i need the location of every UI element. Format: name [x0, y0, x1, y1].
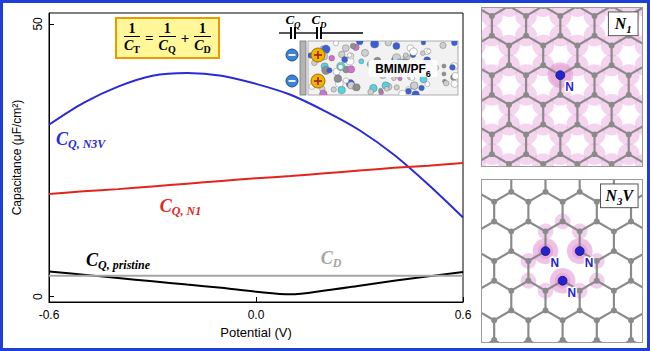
svg-text:N: N: [585, 256, 594, 270]
svg-text:C: C: [86, 250, 98, 270]
svg-text:N: N: [550, 256, 559, 270]
html-text:1: 1: [163, 21, 171, 36]
svg-text:Q, N1: Q, N1: [172, 204, 201, 218]
svg-text:N1: N1: [614, 15, 632, 35]
svg-text:CD: CD: [311, 12, 327, 30]
html-text:CQ: CQ: [158, 38, 176, 56]
svg-text:Potential (V): Potential (V): [220, 325, 292, 340]
svg-text:N: N: [568, 286, 577, 300]
svg-text:0.0: 0.0: [248, 308, 265, 322]
html-text:CD: CD: [194, 38, 211, 56]
svg-text:CQ: CQ: [285, 12, 301, 30]
svg-text:Q, N3V: Q, N3V: [68, 137, 106, 151]
svg-text:N: N: [565, 80, 574, 94]
svg-text:C: C: [56, 128, 68, 149]
svg-text:C: C: [320, 247, 333, 268]
svg-text:Q, pristine: Q, pristine: [98, 258, 151, 272]
svg-text:C: C: [159, 196, 172, 217]
html-text:1: 1: [199, 21, 206, 36]
svg-text:0.6: 0.6: [455, 308, 472, 322]
html-text:CT: CT: [124, 38, 140, 56]
svg-text:Capacitance (μF/cm²): Capacitance (μF/cm²): [10, 100, 24, 216]
svg-text:-0.6: -0.6: [39, 308, 60, 322]
html-text:1: 1: [128, 21, 136, 36]
svg-text:N3V: N3V: [605, 187, 635, 207]
svg-text:D: D: [332, 256, 342, 270]
svg-text:50: 50: [31, 17, 45, 31]
svg-text:BMIM/PF6: BMIM/PF6: [375, 62, 431, 79]
svg-text:0: 0: [31, 293, 45, 300]
